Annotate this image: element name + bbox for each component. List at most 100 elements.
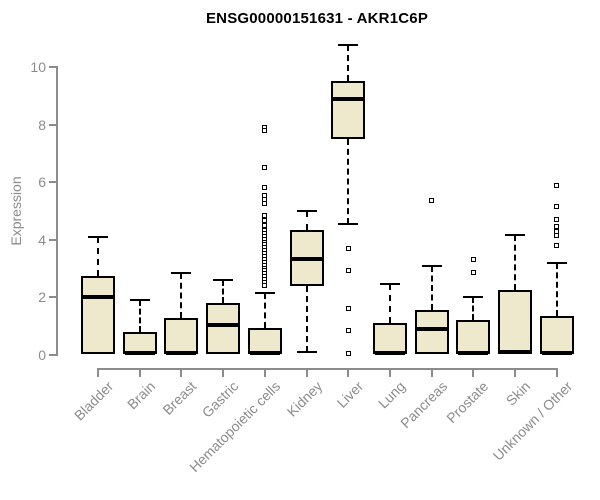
x-tick [555, 369, 558, 377]
outlier-point [262, 185, 268, 191]
upper-whisker-line [263, 293, 266, 328]
outlier-point [262, 201, 268, 207]
outlier-point [554, 243, 560, 249]
lower-whisker-cap [296, 351, 317, 354]
box [498, 290, 532, 354]
median-line [333, 96, 364, 101]
outlier-point [262, 165, 268, 171]
lower-whisker-cap [338, 222, 359, 225]
outlier-point [345, 267, 351, 273]
upper-whisker-cap [546, 261, 567, 264]
upper-whisker-line [347, 45, 350, 82]
upper-whisker-line [555, 262, 558, 317]
outlier-point [345, 328, 351, 334]
y-tick-label: 4 [38, 231, 46, 248]
box [247, 327, 282, 355]
box [456, 320, 491, 355]
outlier-point [554, 217, 560, 223]
x-tick [472, 369, 475, 377]
upper-whisker-line [180, 272, 183, 318]
median-line [83, 295, 113, 300]
upper-whisker-cap [463, 296, 484, 299]
median-line [124, 350, 155, 355]
upper-whisker-cap [171, 271, 192, 274]
upper-whisker-cap [88, 235, 108, 238]
y-axis-line [56, 66, 58, 356]
median-line [458, 350, 489, 355]
x-tick-label-breast: Breast [159, 378, 200, 418]
y-tick-label: 2 [38, 289, 46, 306]
outlier-point [345, 351, 351, 357]
x-tick [263, 369, 266, 377]
x-tick-label-lung: Lung [374, 378, 409, 412]
outlier-point [554, 182, 560, 188]
x-tick [305, 369, 308, 377]
median-line [416, 327, 447, 332]
outlier-point [345, 306, 351, 312]
x-tick-label-skin: Skin [502, 378, 534, 409]
median-line [166, 350, 197, 355]
box [331, 81, 366, 139]
x-tick [388, 369, 391, 377]
y-tick [49, 238, 57, 241]
x-tick-label-bladder: Bladder [70, 378, 117, 424]
x-tick-label-unknown-other: Unknown / Other [489, 378, 576, 464]
outlier-point [262, 222, 268, 228]
upper-whisker-line [430, 265, 433, 311]
box [81, 275, 115, 354]
median-line [500, 350, 530, 355]
chart-title: ENSG00000151631 - AKR1C6P [205, 10, 429, 27]
y-tick [49, 66, 57, 68]
upper-whisker-line [472, 297, 475, 321]
outlier-point [262, 282, 268, 288]
x-tick [138, 369, 141, 377]
outlier-point [554, 232, 560, 238]
x-tick [222, 369, 225, 377]
upper-whisker-line [222, 280, 225, 304]
lower-whisker-line [305, 285, 308, 353]
x-tick [180, 369, 183, 377]
box [164, 317, 199, 355]
outlier-point [429, 198, 435, 204]
x-tick [347, 369, 350, 377]
y-tick [49, 181, 57, 184]
upper-whisker-line [514, 235, 516, 291]
y-tick [49, 354, 57, 356]
upper-whisker-cap [254, 292, 275, 295]
upper-whisker-line [388, 284, 391, 324]
upper-whisker-line [97, 236, 99, 276]
upper-whisker-cap [213, 279, 234, 282]
upper-whisker-cap [505, 234, 525, 237]
outlier-point [470, 257, 476, 263]
upper-whisker-cap [296, 210, 317, 212]
x-tick-label-brain: Brain [123, 378, 159, 413]
box [539, 316, 574, 355]
box [372, 323, 407, 355]
x-tick-label-liver: Liver [333, 378, 367, 411]
upper-whisker-line [138, 300, 141, 332]
x-tick-label-prostate: Prostate [443, 378, 492, 427]
upper-whisker-cap [379, 283, 400, 286]
upper-whisker-line [305, 211, 308, 230]
outlier-point [345, 245, 351, 251]
x-tick [514, 369, 516, 377]
median-line [249, 350, 280, 355]
median-line [291, 256, 322, 261]
x-tick-label-kidney: Kidney [283, 378, 325, 420]
x-tick [430, 369, 433, 377]
y-tick-label: 10 [30, 59, 46, 75]
box [206, 303, 241, 354]
median-line [374, 350, 405, 355]
upper-whisker-cap [338, 44, 359, 47]
y-tick-label: 8 [38, 116, 46, 133]
x-axis-line [97, 368, 558, 370]
upper-whisker-cap [421, 264, 442, 267]
y-tick-label: 6 [38, 174, 46, 191]
y-tick [49, 296, 57, 299]
lower-whisker-line [347, 139, 350, 224]
x-tick [97, 369, 99, 377]
box [414, 310, 449, 354]
median-line [541, 350, 572, 355]
outlier-point [470, 270, 476, 276]
